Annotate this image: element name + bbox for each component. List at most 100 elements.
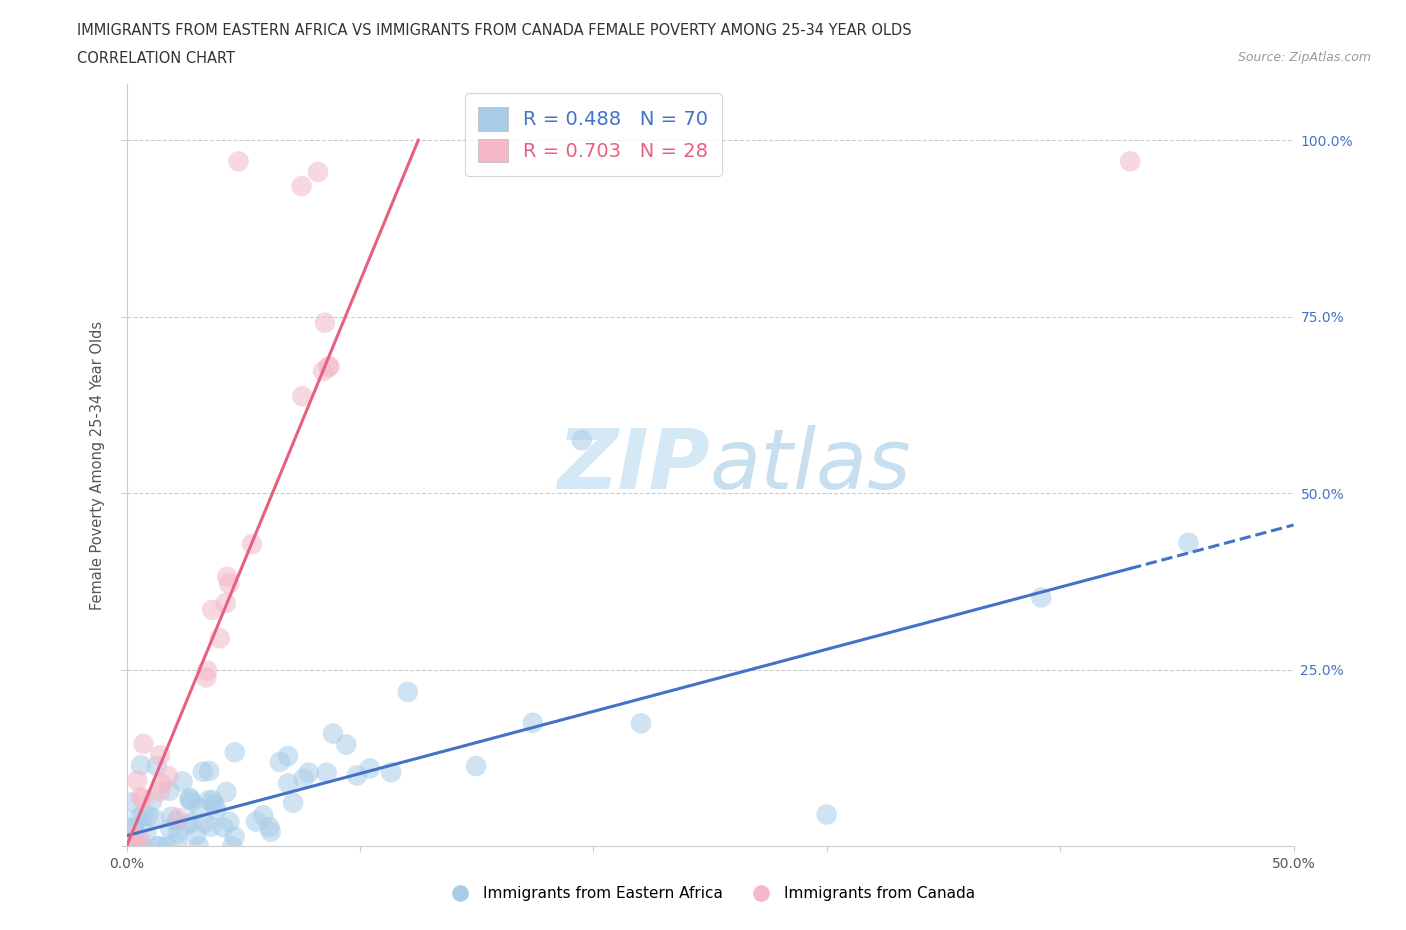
Point (146, 839, 169, 854)
Point (245, 814, 267, 829)
Point (129, 758, 152, 773)
Point (269, 754, 291, 769)
Point (259, 819, 281, 834)
Point (191, 764, 214, 779)
Point (146, 759, 169, 774)
Point (166, 826, 188, 841)
Point (159, 783, 181, 798)
Point (132, 791, 155, 806)
Point (118, 839, 141, 854)
Point (318, 359, 340, 374)
Point (1177, 536, 1199, 551)
Point (202, 797, 225, 812)
Point (132, 737, 155, 751)
Point (197, 792, 219, 807)
Point (149, 784, 172, 799)
Point (205, 802, 228, 817)
Point (132, 839, 155, 854)
Point (120, 795, 142, 810)
Point (124, 831, 146, 846)
Point (166, 835, 188, 850)
Point (149, 748, 172, 763)
Point (128, 831, 150, 846)
Point (217, 569, 239, 584)
Point (380, 764, 402, 779)
Point (240, 537, 263, 551)
Point (129, 790, 152, 804)
Point (167, 811, 190, 826)
Point (290, 179, 312, 193)
Point (195, 670, 218, 684)
Point (188, 801, 211, 816)
Point (291, 389, 314, 404)
Y-axis label: Female Poverty Among 25-34 Year Olds: Female Poverty Among 25-34 Year Olds (90, 321, 105, 609)
Point (187, 839, 209, 854)
Point (200, 819, 222, 834)
Point (346, 768, 368, 783)
Point (815, 807, 838, 822)
Point (201, 793, 224, 808)
Point (141, 793, 163, 808)
Point (179, 790, 201, 805)
Point (1031, 590, 1053, 604)
Text: CORRELATION CHART: CORRELATION CHART (77, 51, 235, 66)
Point (277, 776, 299, 790)
Point (121, 837, 143, 852)
Point (571, 432, 593, 447)
Legend: Immigrants from Eastern Africa, Immigrants from Canada: Immigrants from Eastern Africa, Immigran… (439, 880, 981, 908)
Text: ZIP: ZIP (557, 424, 710, 506)
Point (179, 792, 201, 807)
Point (396, 684, 419, 699)
Point (322, 726, 344, 741)
Point (180, 815, 202, 830)
Point (297, 765, 319, 780)
Point (224, 745, 246, 760)
Point (120, 839, 142, 854)
Point (215, 595, 238, 610)
Point (292, 771, 315, 786)
Point (224, 830, 246, 844)
Point (281, 795, 304, 810)
Point (160, 809, 183, 824)
Point (359, 761, 381, 776)
Point (122, 821, 145, 836)
Point (318, 360, 340, 375)
Point (198, 764, 221, 778)
Point (157, 769, 180, 784)
Point (127, 839, 149, 854)
Point (124, 820, 146, 835)
Point (228, 154, 250, 169)
Text: Source: ZipAtlas.com: Source: ZipAtlas.com (1237, 51, 1371, 64)
Point (218, 815, 240, 830)
Text: IMMIGRANTS FROM EASTERN AFRICA VS IMMIGRANTS FROM CANADA FEMALE POVERTY AMONG 25: IMMIGRANTS FROM EASTERN AFRICA VS IMMIGR… (77, 23, 912, 38)
Point (149, 839, 172, 854)
Point (307, 165, 329, 179)
Point (180, 794, 202, 809)
Point (218, 577, 240, 591)
Point (314, 315, 336, 330)
Point (465, 759, 488, 774)
Point (127, 773, 149, 788)
Point (522, 715, 544, 730)
Point (277, 749, 299, 764)
Point (120, 839, 142, 854)
Point (156, 839, 179, 854)
Point (208, 631, 231, 645)
Point (132, 807, 155, 822)
Point (212, 820, 235, 835)
Point (221, 839, 243, 854)
Point (172, 774, 194, 789)
Point (136, 808, 159, 823)
Point (630, 716, 652, 731)
Point (1119, 154, 1142, 169)
Point (195, 663, 218, 678)
Point (315, 765, 337, 780)
Point (165, 814, 187, 829)
Point (215, 785, 238, 800)
Point (252, 808, 274, 823)
Point (127, 811, 149, 826)
Point (312, 364, 335, 379)
Point (201, 603, 224, 618)
Point (335, 737, 357, 752)
Point (193, 816, 215, 830)
